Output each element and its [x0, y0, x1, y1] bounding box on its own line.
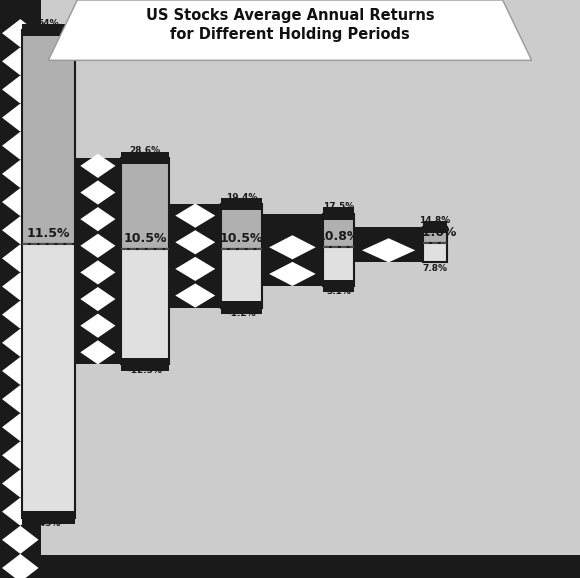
Bar	[75, 158, 121, 364]
Polygon shape	[2, 385, 38, 413]
Bar	[262, 214, 323, 286]
Polygon shape	[2, 469, 38, 498]
Bar	[21, 30, 75, 244]
Text: 17.5%: 17.5%	[322, 202, 354, 211]
Text: 11.6%: 11.6%	[414, 226, 456, 239]
Polygon shape	[2, 554, 38, 578]
Polygon shape	[362, 238, 415, 262]
Text: -12.5%: -12.5%	[128, 366, 162, 375]
Bar	[121, 151, 169, 164]
Bar	[21, 24, 75, 36]
Bar	[169, 204, 222, 307]
Text: 3.1%: 3.1%	[326, 287, 351, 297]
Bar	[121, 158, 169, 249]
Polygon shape	[80, 260, 115, 284]
Bar	[222, 301, 262, 314]
Text: 11.5%: 11.5%	[27, 227, 70, 240]
Polygon shape	[175, 203, 215, 228]
Polygon shape	[2, 498, 38, 526]
Bar	[21, 244, 75, 518]
Polygon shape	[2, 160, 38, 188]
Text: 54%: 54%	[38, 18, 59, 28]
Bar	[323, 208, 354, 220]
Bar	[21, 512, 75, 524]
Text: US Stocks Average Annual Returns
for Different Holding Periods: US Stocks Average Annual Returns for Dif…	[146, 8, 434, 42]
Polygon shape	[48, 0, 532, 60]
Polygon shape	[175, 230, 215, 254]
Polygon shape	[2, 526, 38, 554]
Polygon shape	[80, 180, 115, 205]
Text: 10.5%: 10.5%	[123, 232, 167, 244]
Bar	[423, 227, 447, 243]
Bar	[323, 247, 354, 286]
Text: 10.5%: 10.5%	[220, 232, 263, 244]
Bar	[222, 204, 262, 249]
Polygon shape	[2, 19, 38, 47]
Polygon shape	[80, 234, 115, 258]
Polygon shape	[2, 103, 38, 132]
Polygon shape	[269, 262, 316, 286]
Bar	[0, 0, 41, 578]
Polygon shape	[2, 272, 38, 301]
Polygon shape	[2, 301, 38, 329]
Polygon shape	[2, 329, 38, 357]
Polygon shape	[80, 314, 115, 338]
Polygon shape	[2, 47, 38, 75]
Bar	[222, 198, 262, 210]
Bar	[354, 227, 423, 262]
Polygon shape	[80, 154, 115, 178]
Bar	[121, 249, 169, 364]
Polygon shape	[2, 216, 38, 244]
Polygon shape	[2, 357, 38, 385]
Text: -43%: -43%	[35, 519, 61, 528]
Polygon shape	[2, 441, 38, 469]
Polygon shape	[2, 413, 38, 441]
Bar	[423, 243, 447, 262]
Bar	[222, 249, 262, 307]
Polygon shape	[2, 75, 38, 103]
Text: 28.6%: 28.6%	[129, 146, 161, 155]
Text: 10.8%: 10.8%	[317, 230, 360, 243]
Text: 7.8%: 7.8%	[422, 264, 448, 273]
Bar	[121, 358, 169, 370]
Polygon shape	[2, 188, 38, 216]
Bar	[423, 221, 447, 234]
Bar	[0, 555, 580, 578]
Polygon shape	[80, 207, 115, 231]
Bar	[323, 280, 354, 292]
Polygon shape	[269, 235, 316, 260]
Bar	[323, 214, 354, 247]
Text: 19.4%: 19.4%	[226, 192, 258, 202]
Polygon shape	[80, 340, 115, 364]
Polygon shape	[2, 132, 38, 160]
Polygon shape	[175, 283, 215, 307]
Text: 14.8%: 14.8%	[419, 216, 451, 225]
Text: -1.2%: -1.2%	[227, 309, 256, 318]
Polygon shape	[2, 244, 38, 272]
Polygon shape	[175, 257, 215, 281]
Polygon shape	[80, 287, 115, 311]
